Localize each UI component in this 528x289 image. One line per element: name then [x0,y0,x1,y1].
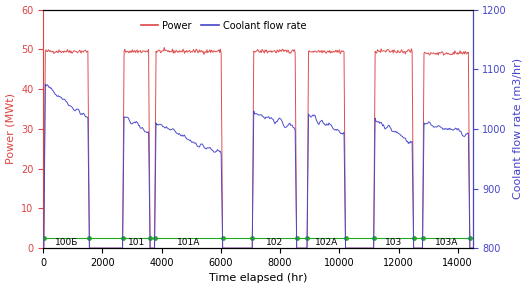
Text: 103А: 103А [435,238,458,247]
Text: 102А: 102А [315,238,338,247]
Y-axis label: Power (MWt): Power (MWt) [6,93,15,164]
Text: 100Б: 100Б [55,238,78,247]
Text: 101А: 101А [177,238,200,247]
Y-axis label: Coolant flow rate (m3/hr): Coolant flow rate (m3/hr) [513,58,522,199]
Text: 103: 103 [385,238,402,247]
Text: 101: 101 [128,238,145,247]
Legend: Power, Coolant flow rate: Power, Coolant flow rate [137,17,310,35]
X-axis label: Time elapsed (hr): Time elapsed (hr) [209,273,307,284]
Text: 102: 102 [266,238,283,247]
